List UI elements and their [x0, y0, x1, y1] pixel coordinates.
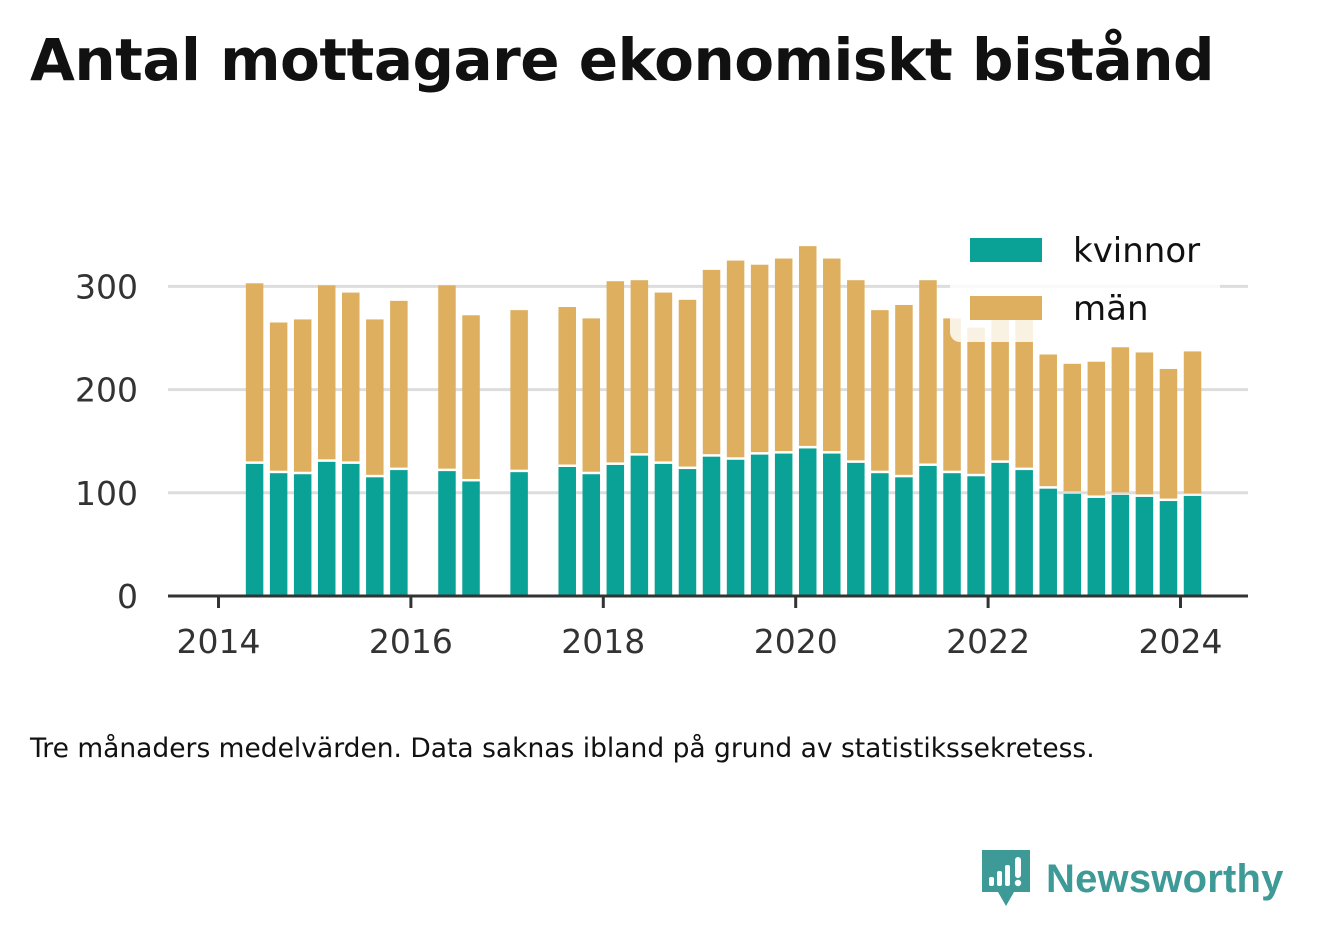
bar-kvinnor	[871, 473, 889, 596]
bar-kvinnor	[293, 474, 312, 596]
bar-kvinnor	[1015, 470, 1033, 596]
bar-kvinnor	[654, 463, 673, 596]
stacked-bar-chart: 0 100 200 300 2014 2016 2018 2020 2022 2024 kvin…	[75, 224, 1248, 661]
bar-kvinnor	[269, 473, 288, 596]
bar-man	[582, 318, 601, 472]
bar-man	[606, 281, 625, 463]
x-tick-label: 2014	[177, 622, 261, 661]
bar-man	[919, 280, 937, 464]
bar-kvinnor	[1063, 493, 1082, 596]
x-tick-label: 2022	[946, 622, 1030, 661]
y-tick-label: 0	[117, 577, 138, 616]
bar-kvinnor	[847, 462, 865, 596]
bar-man	[1111, 347, 1130, 493]
bar-kvinnor	[750, 454, 769, 596]
legend: kvinnor män	[950, 224, 1220, 342]
bar-man	[654, 292, 673, 462]
bar-kvinnor	[1087, 497, 1106, 596]
bar-kvinnor	[366, 477, 384, 596]
bar-kvinnor	[726, 459, 745, 596]
bar-man	[390, 300, 408, 468]
x-tick-label: 2016	[369, 622, 453, 661]
bar-man	[726, 260, 745, 458]
bar-kvinnor	[1111, 494, 1130, 596]
bar-kvinnor	[390, 470, 408, 596]
bar-kvinnor	[342, 463, 360, 596]
chart-title: Antal mottagare ekonomiskt bistånd	[30, 26, 1215, 94]
newsworthy-logo-icon	[982, 850, 1030, 906]
bar-man	[847, 280, 865, 461]
bar-man	[895, 304, 913, 475]
bar-man	[462, 315, 480, 479]
brand-name: Newsworthy	[1046, 856, 1284, 901]
bar-man	[558, 307, 576, 465]
legend-label-kvinnor: kvinnor	[1073, 231, 1200, 271]
x-axis: 2014 2016 2018 2020 2022 2024	[168, 594, 1248, 661]
y-axis-labels: 0 100 200 300	[75, 267, 138, 616]
brand-logo[interactable]: Newsworthy	[980, 848, 1284, 910]
bar-kvinnor	[943, 473, 961, 596]
bar-kvinnor	[630, 455, 649, 596]
bar-man	[774, 258, 793, 452]
bar-man	[823, 258, 841, 452]
bar-man	[702, 269, 721, 455]
chart-footnote: Tre månaders medelvärden. Data saknas ib…	[30, 733, 1095, 764]
bar-kvinnor	[798, 448, 817, 596]
bar-man	[991, 319, 1009, 461]
y-tick-label: 200	[75, 371, 138, 410]
bars	[245, 246, 1202, 596]
bar-man	[630, 280, 649, 454]
legend-swatch-man	[970, 296, 1042, 320]
x-tick-label: 2020	[754, 622, 838, 661]
bar-kvinnor	[606, 464, 625, 596]
bar-man	[1039, 354, 1057, 487]
bar-man	[967, 327, 985, 474]
bar-man	[293, 319, 312, 472]
bar-man	[1063, 363, 1082, 492]
bar-kvinnor	[1039, 488, 1057, 596]
x-tick-label: 2024	[1139, 622, 1223, 661]
bar-man	[798, 246, 817, 446]
bar-man	[317, 285, 336, 460]
bar-man	[1159, 368, 1178, 499]
bar-kvinnor	[1135, 496, 1154, 596]
bar-man	[1183, 351, 1202, 494]
bar-man	[1135, 352, 1154, 495]
bar-kvinnor	[919, 465, 937, 596]
bar-kvinnor	[774, 453, 793, 596]
bar-man	[438, 285, 456, 469]
bar-kvinnor	[510, 472, 528, 596]
bar-man	[1015, 318, 1033, 468]
y-tick-label: 100	[75, 474, 138, 513]
x-tick-label: 2018	[561, 622, 645, 661]
bar-man	[366, 319, 384, 475]
bar-kvinnor	[678, 469, 697, 596]
bar-man	[750, 264, 769, 453]
y-tick-label: 300	[75, 267, 138, 306]
bar-man	[342, 292, 360, 462]
bar-kvinnor	[558, 467, 576, 596]
bar-kvinnor	[462, 481, 480, 596]
bar-man	[1087, 361, 1106, 496]
bar-kvinnor	[895, 477, 913, 596]
bar-kvinnor	[823, 453, 841, 596]
bar-kvinnor	[582, 474, 601, 596]
bar-man	[510, 310, 528, 470]
bar-kvinnor	[245, 463, 264, 596]
bar-man	[678, 299, 697, 467]
bar-man	[871, 310, 889, 471]
bar-kvinnor	[1183, 495, 1202, 596]
bar-kvinnor	[991, 462, 1009, 596]
bar-man	[269, 322, 288, 471]
bar-kvinnor	[317, 461, 336, 596]
bar-kvinnor	[702, 456, 721, 596]
bar-kvinnor	[967, 476, 985, 596]
bar-kvinnor	[1159, 501, 1178, 596]
legend-swatch-kvinnor	[970, 238, 1042, 262]
bar-man	[943, 318, 961, 471]
bar-man	[245, 283, 264, 462]
bar-kvinnor	[438, 471, 456, 596]
legend-label-man: män	[1073, 289, 1149, 329]
